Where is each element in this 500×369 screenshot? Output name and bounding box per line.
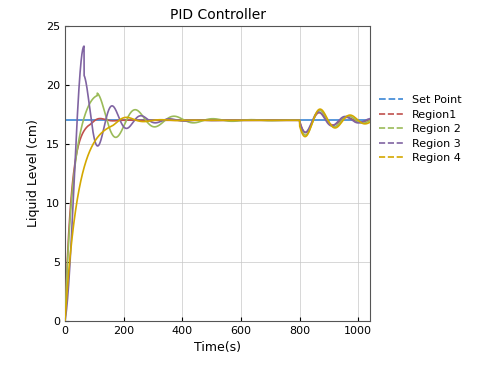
Region 3 [62, 319, 68, 323]
Region 4 [256, 118, 262, 123]
Region 2 [304, 132, 310, 136]
Region 3 [242, 118, 248, 123]
Region 4 [242, 118, 248, 123]
Region1 [242, 118, 248, 123]
Y-axis label: Liquid Level (cm): Liquid Level (cm) [28, 120, 40, 227]
Region1 [256, 118, 262, 123]
Region 3 [256, 118, 262, 123]
Region 2 [288, 118, 294, 122]
Region1 [288, 118, 294, 123]
Line: Region 3: Region 3 [65, 46, 370, 321]
Region 4 [78, 181, 84, 185]
Region 2 [94, 91, 100, 95]
Region 2 [242, 118, 248, 122]
Legend: Set Point, Region1, Region 2, Region 3, Region 4: Set Point, Region1, Region 2, Region 3, … [378, 95, 462, 163]
Line: Region1: Region1 [65, 113, 370, 321]
Region1 [62, 319, 68, 323]
Region1 [316, 110, 322, 115]
Region 3 [172, 117, 178, 122]
Region1 [172, 118, 178, 123]
Region 4 [288, 118, 294, 123]
Region 2 [62, 319, 68, 323]
Region 4 [62, 319, 68, 323]
Region 2 [367, 118, 373, 123]
Region1 [304, 130, 310, 134]
Set Point [62, 118, 68, 123]
Title: PID Controller: PID Controller [170, 8, 266, 22]
Region 2 [172, 114, 178, 118]
Region 3 [367, 117, 373, 121]
Region1 [78, 137, 84, 141]
Set Point [62, 118, 68, 123]
Region 4 [367, 120, 373, 124]
Region 3 [78, 67, 84, 72]
Region 4 [317, 107, 323, 111]
Region 3 [288, 118, 294, 123]
Region 4 [304, 132, 310, 137]
Region 3 [81, 44, 87, 48]
Region 2 [78, 130, 84, 135]
Region 4 [172, 118, 178, 123]
Region 3 [304, 129, 310, 133]
Line: Region 2: Region 2 [65, 93, 370, 321]
Line: Region 4: Region 4 [65, 109, 370, 321]
X-axis label: Time(s): Time(s) [194, 341, 241, 355]
Region 2 [256, 118, 262, 122]
Region1 [367, 117, 373, 122]
